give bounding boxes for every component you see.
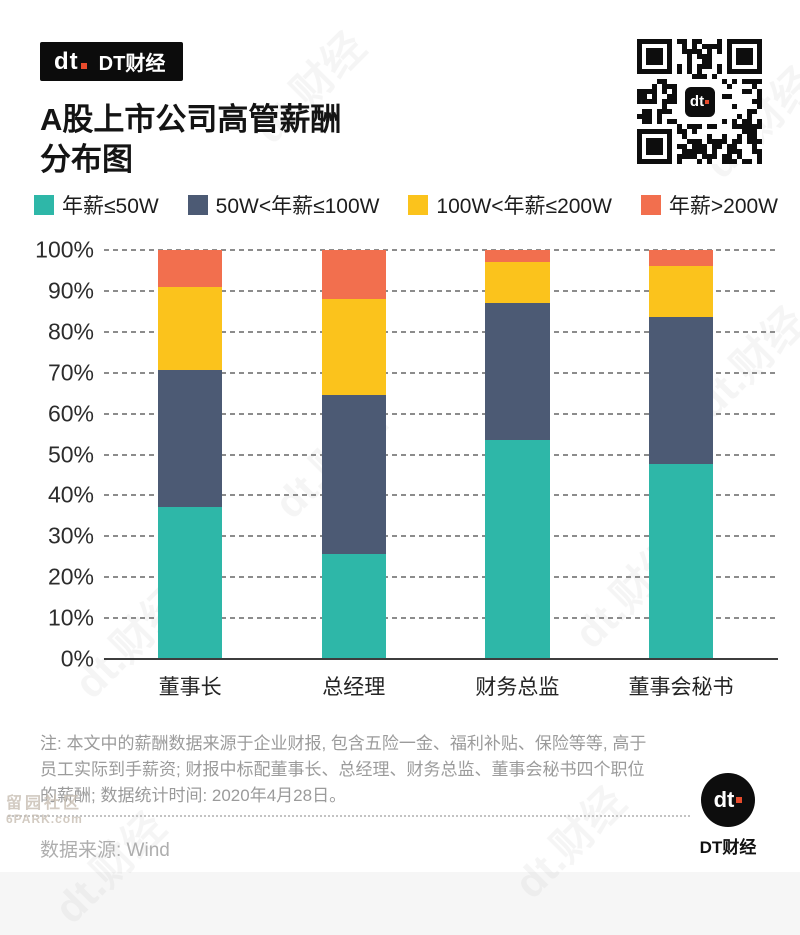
legend-swatch-icon [640, 195, 661, 215]
legend-swatch-icon [408, 195, 429, 215]
x-tick-label: 财务总监 [475, 676, 560, 699]
footnote: 注: 本文中的薪酬数据来源于企业财报, 包含五险一金、福利补贴、保险等等, 高于… [40, 731, 646, 809]
bar-总经理 [321, 250, 386, 658]
logo-dot-icon [736, 797, 743, 803]
bar-segment [485, 439, 550, 658]
x-axis-line [104, 658, 778, 660]
legend-label: 50W<年薪≤100W [215, 195, 380, 218]
logo-dot-icon [80, 62, 87, 69]
footer-brand-name: DT财经 [699, 838, 757, 857]
brand-name: DT财经 [98, 53, 166, 75]
gridline [104, 494, 778, 497]
legend-label: 100W<年薪≤200W [436, 195, 612, 218]
dt-logo-circle-icon: dt [701, 773, 755, 827]
gridline [104, 371, 778, 374]
bar-segment [321, 553, 386, 658]
infographic-page: dt.财经 dt.财经 dt.财经 dt.财经 dt.财经 dt.财经 dt.财… [6, 39, 778, 861]
data-source: 数据来源: Wind [40, 840, 170, 861]
bar-segment [321, 394, 386, 554]
gridline [104, 330, 778, 333]
y-tick-label: 10% [47, 604, 94, 631]
gridline [104, 617, 778, 620]
dt-logo-icon: dt [54, 49, 87, 74]
site-watermark-url: 6PARK.com [6, 811, 83, 826]
footer-logo: dt DT财经 [680, 773, 776, 858]
logo-dot-icon [705, 99, 710, 104]
qr-code: dt [637, 39, 762, 164]
footnote-line-1: 注: 本文中的薪酬数据来源于企业财报, 包含五险一金、福利补贴、保险等等, 高于 [40, 734, 647, 753]
bar-segment [648, 266, 714, 318]
y-tick-label: 40% [47, 481, 94, 508]
gridline [104, 535, 778, 538]
page-title: A股上市公司高管薪酬 分布图 [40, 100, 341, 180]
title-line-2: 分布图 [40, 142, 133, 177]
bar-segment [157, 286, 223, 371]
gridline [104, 412, 778, 415]
y-tick-label: 70% [47, 359, 94, 386]
legend-item: 100W<年薪≤200W [408, 190, 612, 220]
gridline [104, 289, 778, 292]
stacked-bar-chart: 100% 90% 80% 70% 60% 50% 40% 30% 20% 10% 0% 董事长 总经理… [35, 237, 778, 699]
gridline [104, 576, 778, 579]
y-axis: 100% 90% 80% 70% 60% 50% 40% 30% 20% 10% 0% [35, 237, 104, 672]
bar-segment [648, 317, 714, 465]
bar-segment [648, 464, 714, 658]
gridline [104, 249, 778, 251]
bar-segment [648, 250, 714, 267]
plot-area: 董事长 总经理 财务总监 董事会秘书 [104, 249, 778, 699]
bar-segment [157, 370, 223, 508]
gridline [104, 453, 778, 456]
legend-label: 年薪>200W [668, 195, 778, 218]
legend-item: 年薪≤50W [34, 190, 159, 220]
footnote-line-2: 员工实际到手薪资; 财报中标配董事长、总经理、财务总监、董事会秘书四个职位 [40, 760, 645, 779]
x-tick-label: 董事长 [158, 676, 222, 699]
site-watermark-name: 留园社区 [6, 795, 83, 812]
y-tick-label: 50% [47, 441, 94, 467]
site-watermark: 留园社区 6PARK.com [6, 795, 83, 826]
y-tick-label: 80% [47, 318, 94, 345]
legend-item: 年薪>200W [640, 190, 778, 220]
legend: 年薪≤50W 50W<年薪≤100W 100W<年薪≤200W 年薪>200W [34, 190, 778, 220]
qr-finder-icon [637, 129, 672, 164]
title-line-1: A股上市公司高管薪酬 [40, 102, 342, 137]
qr-finder-icon [727, 39, 762, 74]
x-tick-label: 总经理 [322, 676, 386, 699]
y-tick-label: 60% [47, 400, 94, 427]
x-axis: 董事长 总经理 财务总监 董事会秘书 [104, 659, 778, 699]
legend-swatch-icon [187, 195, 208, 215]
qr-finder-icon [637, 39, 672, 74]
bar-segment [485, 250, 550, 263]
bar-财务总监 [485, 250, 550, 658]
qr-center-logo: dt [681, 83, 718, 120]
y-tick-label: 0% [60, 645, 94, 672]
bar-segment [321, 250, 386, 299]
y-tick-label: 20% [47, 563, 94, 590]
y-tick-label: 90% [47, 277, 94, 304]
legend-swatch-icon [34, 195, 54, 215]
x-tick-label: 董事会秘书 [628, 676, 734, 699]
bar-segment [157, 507, 223, 658]
dotted-divider [8, 815, 690, 817]
brand-logo: dt DT财经 [40, 42, 184, 81]
y-tick-label: 100% [35, 236, 94, 263]
footnote-line-3: 的薪酬; 数据统计时间: 2020年4月28日。 [40, 786, 347, 805]
bar-董事会秘书 [648, 250, 714, 658]
bar-segment [321, 298, 386, 395]
legend-item: 50W<年薪≤100W [187, 190, 380, 220]
bar-董事长 [157, 250, 223, 658]
y-tick-label: 30% [47, 522, 94, 549]
legend-label: 年薪≤50W [62, 195, 159, 218]
bar-segment [157, 250, 223, 287]
bar-segment [485, 262, 550, 304]
bar-segment [485, 303, 550, 440]
